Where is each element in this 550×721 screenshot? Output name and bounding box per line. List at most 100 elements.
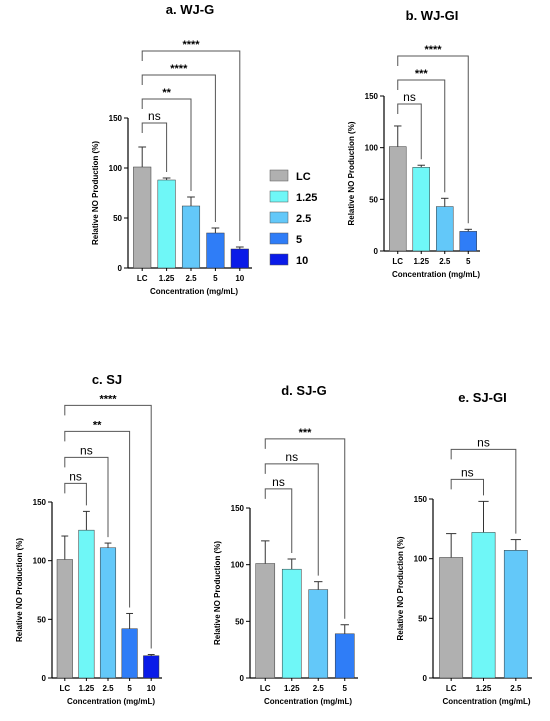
significance-bracket: [450, 448, 517, 534]
significance-label: ns: [272, 475, 285, 489]
x-tick-label: 2.5: [313, 684, 325, 693]
x-axis-label: Concentration (mg/mL): [443, 697, 531, 706]
y-axis-label: Relative NO Production (%): [347, 121, 356, 225]
legend-swatch: [269, 169, 289, 182]
x-tick-label: LC: [59, 684, 70, 693]
y-tick-label: 0: [42, 674, 47, 683]
bar: [143, 655, 160, 679]
significance-label: ****: [182, 39, 200, 51]
significance-bracket: [141, 50, 241, 241]
bar: [503, 550, 528, 679]
legend-label: 5: [296, 234, 302, 246]
legend-swatch: [269, 211, 289, 224]
legend-label: LC: [296, 171, 311, 183]
bar: [308, 589, 329, 679]
y-tick-label: 100: [33, 557, 47, 566]
bar: [121, 628, 138, 679]
legend-swatch: [269, 232, 289, 245]
bar: [389, 146, 407, 252]
y-tick-label: 100: [365, 144, 379, 153]
significance-bracket: [397, 103, 422, 160]
significance-label: **: [93, 419, 102, 431]
y-axis-label: Relative NO Production (%): [396, 536, 405, 640]
bar: [439, 557, 464, 679]
bar: [255, 563, 276, 679]
x-tick-label: 5: [343, 684, 348, 693]
y-tick-label: 150: [365, 92, 379, 101]
x-tick-label: 2.5: [102, 684, 114, 693]
y-tick-label: 0: [240, 674, 245, 683]
x-tick-label: 1.25: [413, 257, 429, 266]
x-tick-label: 2.5: [439, 257, 451, 266]
significance-bracket: [64, 456, 109, 538]
significance-label: ***: [415, 68, 429, 80]
chart-title: b. WJ-GI: [406, 8, 459, 23]
x-tick-label: 5: [466, 257, 471, 266]
significance-bracket: [141, 98, 192, 191]
y-tick-label: 0: [118, 264, 123, 273]
x-tick-label: LC: [137, 274, 148, 283]
x-tick-label: LC: [260, 684, 271, 693]
x-tick-label: 2.5: [510, 684, 522, 693]
chart-panel-4: e. SJ-GI 0 50 100 150 Relative NO Production …: [396, 390, 532, 706]
y-tick-label: 100: [414, 555, 428, 564]
bar: [206, 232, 225, 269]
significance-bracket: [264, 488, 293, 553]
legend-swatch: [269, 190, 289, 203]
significance-label: ns: [403, 90, 416, 104]
significance-bracket: [141, 74, 216, 222]
chart-panel-2: c. SJ 0 50 100 150 Relative NO Production (%)…: [15, 372, 162, 706]
y-axis-label: Relative NO Production (%): [15, 538, 24, 642]
bar: [230, 248, 249, 269]
significance-label: ns: [285, 450, 298, 464]
x-tick-label: 10: [235, 274, 244, 283]
chart-title: e. SJ-GI: [458, 390, 506, 405]
x-tick-label: 10: [147, 684, 156, 693]
significance-label: ns: [461, 465, 474, 479]
significance-bracket: [64, 404, 152, 649]
bar: [412, 167, 430, 252]
bar: [459, 231, 477, 252]
significance-label: ns: [80, 443, 93, 457]
y-tick-label: 50: [369, 195, 378, 204]
y-tick-label: 150: [231, 504, 245, 513]
x-tick-label: LC: [392, 257, 403, 266]
chart-panel-1: b. WJ-GI 0 50 100 150 Relative NO Production …: [347, 8, 480, 279]
chart-title: d. SJ-G: [281, 383, 327, 398]
x-tick-label: 5: [127, 684, 132, 693]
bar: [471, 532, 496, 679]
significance-bracket: [397, 55, 469, 224]
bar: [99, 547, 117, 679]
y-tick-label: 0: [423, 674, 428, 683]
y-tick-label: 0: [374, 247, 379, 256]
y-tick-label: 50: [37, 615, 46, 624]
y-tick-label: 50: [113, 214, 122, 223]
significance-bracket: [64, 430, 131, 608]
bar: [56, 559, 73, 679]
significance-label: ***: [299, 427, 313, 439]
legend-label: 1.25: [296, 192, 317, 204]
x-tick-label: 1.25: [79, 684, 95, 693]
bar: [181, 205, 201, 269]
y-tick-label: 150: [33, 498, 47, 507]
x-tick-label: 1.25: [159, 274, 175, 283]
significance-bracket: [264, 463, 319, 576]
y-tick-label: 150: [414, 495, 428, 504]
y-tick-label: 150: [109, 114, 123, 123]
x-tick-label: 1.25: [476, 684, 492, 693]
y-tick-label: 50: [418, 614, 427, 623]
y-axis-label: Relative NO Production (%): [213, 541, 222, 645]
y-tick-label: 100: [231, 561, 245, 570]
chart-title: c. SJ: [92, 372, 122, 387]
x-axis-label: Concentration (mg/mL): [67, 697, 155, 706]
significance-bracket: [264, 438, 346, 619]
significance-bracket: [141, 122, 168, 172]
significance-bracket: [397, 79, 446, 193]
legend-label: 2.5: [296, 213, 311, 225]
bar: [157, 179, 176, 269]
significance-bracket: [64, 482, 87, 506]
significance-label: ns: [69, 469, 82, 483]
bar: [334, 633, 355, 679]
